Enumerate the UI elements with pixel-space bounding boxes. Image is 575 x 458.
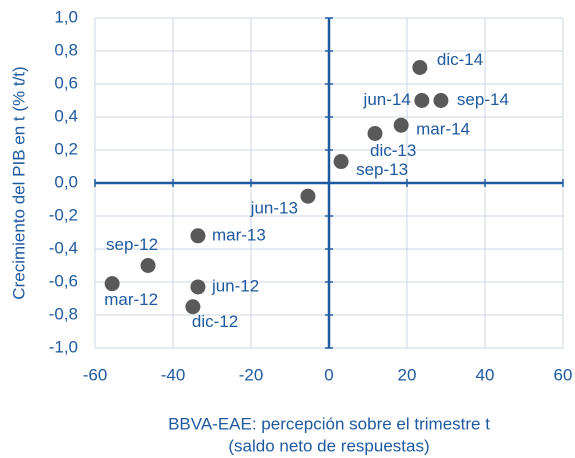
x-tick-label: 60 — [554, 365, 573, 384]
point — [414, 93, 430, 108]
y-tick-label: 0,8 — [54, 40, 78, 59]
point — [300, 188, 316, 204]
point — [190, 228, 206, 244]
x-tick-label: 40 — [476, 365, 495, 384]
point-label: dic-14 — [437, 50, 483, 69]
y-tick-label: 0,6 — [54, 73, 78, 92]
x-axis-title: (saldo neto de respuestas) — [228, 436, 429, 455]
point — [190, 279, 206, 295]
point — [367, 126, 383, 141]
point-label: jun-13 — [250, 199, 298, 218]
point-label: sep-12 — [106, 235, 158, 254]
x-tick-label: 0 — [324, 365, 333, 384]
y-tick-label: 1,0 — [54, 7, 78, 26]
x-tick-label: -20 — [239, 365, 264, 384]
point — [393, 117, 409, 133]
point — [433, 93, 449, 108]
point-label: sep-13 — [356, 160, 408, 179]
point-label: mar-12 — [104, 290, 158, 309]
point-label: mar-13 — [212, 225, 266, 244]
y-tick-label: -1,0 — [49, 337, 78, 356]
point-label: mar-14 — [416, 120, 470, 139]
y-tick-label: 0,4 — [54, 106, 78, 125]
x-tick-label: -60 — [83, 365, 108, 384]
point-label: dic-13 — [370, 141, 416, 160]
x-axis-title: BBVA-EAE: percepción sobre el trimestre … — [168, 414, 490, 433]
y-axis-title: Crecimiento del PIB en t (% t/t) — [9, 66, 28, 299]
point — [140, 258, 156, 273]
point-label: jun-14 — [363, 90, 411, 109]
point-label: jun-12 — [211, 276, 259, 295]
point — [104, 276, 120, 292]
point — [333, 154, 349, 170]
x-tick-label: -40 — [161, 365, 186, 384]
y-tick-label: 0,2 — [54, 139, 78, 158]
point-label: dic-12 — [192, 312, 238, 331]
y-tick-label: -0,6 — [49, 271, 78, 290]
point-label: sep-14 — [457, 90, 509, 109]
x-tick-label: 20 — [398, 365, 417, 384]
point — [412, 60, 428, 75]
y-tick-label: 0,0 — [54, 172, 78, 191]
point — [185, 299, 201, 315]
y-tick-label: -0,8 — [49, 304, 78, 323]
y-tick-label: -0,4 — [49, 238, 78, 257]
y-tick-label: -0,2 — [49, 205, 78, 224]
